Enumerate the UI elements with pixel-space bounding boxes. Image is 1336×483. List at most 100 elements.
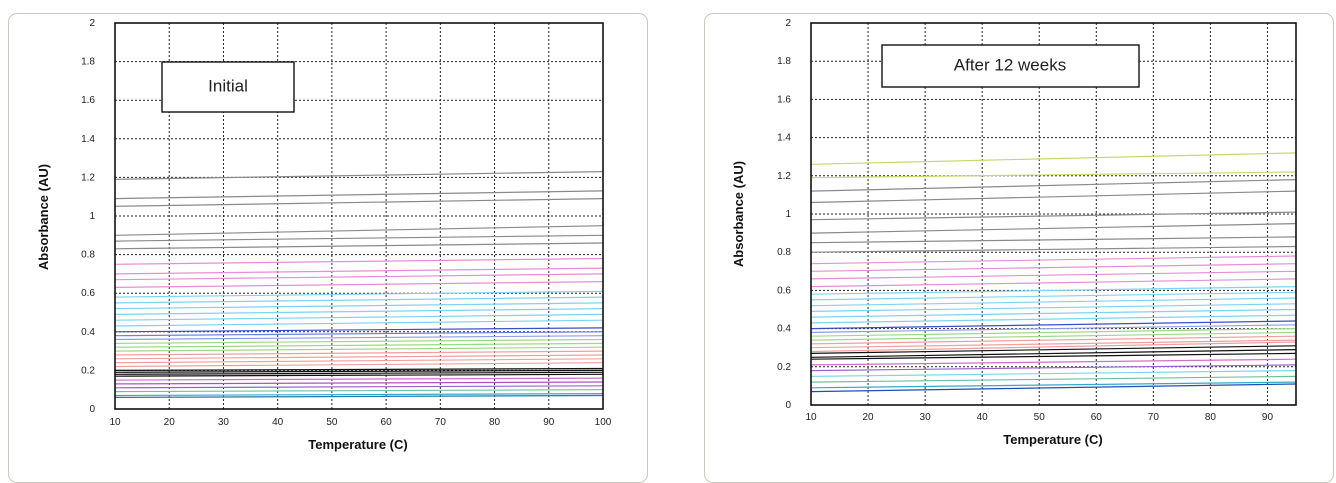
- y-tick-label: 1.8: [777, 56, 791, 67]
- x-tick-label: 60: [381, 417, 393, 428]
- annotation-box: [161, 61, 295, 113]
- x-tick-label: 70: [1148, 412, 1160, 423]
- series-line: [810, 245, 1297, 253]
- series-line: [114, 354, 604, 360]
- y-tick-label: 0.6: [777, 285, 791, 296]
- series-line: [810, 375, 1297, 383]
- x-tick-label: 10: [805, 412, 817, 423]
- series-line: [810, 263, 1297, 272]
- series-line: [810, 314, 1297, 324]
- series-line: [114, 362, 604, 368]
- y-tick-label: 0.8: [81, 250, 95, 261]
- series-line: [114, 308, 604, 315]
- series-line: [114, 242, 604, 250]
- initial-absorbance-chart: 10 20 30 40 50 60 70 80 90 100 0 0.2 0.4 0.6 0.8 1 1.2 1.…: [36, 18, 612, 452]
- y-tick-label: 0.4: [81, 327, 95, 338]
- y-tick-label: 1: [785, 209, 791, 220]
- series-line: [114, 198, 604, 207]
- series-line: [810, 358, 1297, 366]
- x-tick-label: 20: [862, 412, 874, 423]
- series-line: [114, 342, 604, 348]
- series-line: [114, 290, 604, 298]
- x-tick-label: 70: [435, 417, 447, 428]
- x-tick-label: 40: [977, 412, 989, 423]
- series-line: [810, 341, 1297, 353]
- series-line: [810, 291, 1297, 301]
- x-tick-label: 80: [1205, 412, 1217, 423]
- series-line: [114, 389, 604, 393]
- series-line: [810, 152, 1297, 165]
- series-line: [114, 234, 604, 242]
- y-axis-title: Absorbance (AU): [36, 164, 51, 270]
- series-line: [114, 331, 604, 337]
- series-line: [810, 364, 1297, 372]
- y-tick-label: 1.2: [81, 172, 95, 183]
- y-tick-label: 0.4: [777, 324, 791, 335]
- series-line: [114, 296, 604, 304]
- after-12-weeks-absorbance-chart: 10 20 30 40 50 60 70 80 90 0 0.2 0.4 0.6 0.8 1 1.2 1.4 1.…: [731, 18, 1297, 447]
- y-tick-label: 1: [89, 211, 95, 222]
- series-line: [810, 339, 1297, 349]
- y-tick-label: 0: [785, 400, 791, 411]
- x-tick-label: 30: [218, 417, 230, 428]
- series-line: [114, 338, 604, 344]
- series-line: [114, 369, 604, 373]
- annotation-label: After 12 weeks: [954, 55, 1066, 74]
- y-tick-label: 0.6: [81, 288, 95, 299]
- series-line: [114, 302, 604, 310]
- series-line: [114, 371, 604, 375]
- series-line: [114, 225, 604, 236]
- series-line: [114, 394, 604, 398]
- series-line: [810, 190, 1297, 204]
- series-line: [810, 278, 1297, 288]
- y-tick-label: 1.2: [777, 171, 791, 182]
- plot-frame: [810, 22, 1297, 406]
- series-line: [114, 358, 604, 364]
- y-tick-label: 2: [89, 18, 95, 29]
- series-line: [114, 267, 604, 275]
- x-tick-label: 50: [326, 417, 338, 428]
- y-tick-label: 1.4: [81, 134, 95, 145]
- y-tick-label: 1.6: [81, 95, 95, 106]
- series-line: [114, 171, 604, 180]
- series-line: [114, 190, 604, 200]
- series-line: [810, 352, 1297, 360]
- y-tick-label: 1.8: [81, 57, 95, 68]
- y-tick-label: 0.2: [777, 362, 791, 373]
- series-line: [810, 308, 1297, 318]
- series-line: [114, 273, 604, 281]
- x-tick-label: 100: [595, 417, 612, 428]
- series-line: [114, 313, 604, 321]
- series-line: [114, 346, 604, 352]
- series-line: [114, 381, 604, 385]
- series-line: [810, 345, 1297, 354]
- y-tick-label: 0.8: [777, 247, 791, 258]
- x-axis-title: Temperature (C): [1003, 432, 1102, 447]
- series-line: [810, 383, 1297, 393]
- annotation-box: [881, 44, 1140, 88]
- series-line: [114, 281, 604, 288]
- series-line: [114, 367, 604, 371]
- series-line: [114, 319, 604, 327]
- series-line: [810, 236, 1297, 244]
- series-line: [114, 373, 604, 377]
- series-line: [810, 211, 1297, 221]
- series-line: [810, 349, 1297, 358]
- x-tick-label: 20: [164, 417, 176, 428]
- y-tick-label: 0: [89, 404, 95, 415]
- x-axis-title: Temperature (C): [308, 437, 407, 452]
- series-line: [114, 350, 604, 356]
- series-line: [810, 286, 1297, 295]
- series-line: [810, 320, 1297, 330]
- x-tick-label: 60: [1091, 412, 1103, 423]
- series-line: [810, 171, 1297, 179]
- series-line: [810, 335, 1297, 345]
- x-tick-label: 10: [109, 417, 121, 428]
- x-tick-label: 40: [272, 417, 284, 428]
- x-tick-label: 80: [489, 417, 501, 428]
- y-tick-label: 1.4: [777, 133, 791, 144]
- series-line: [810, 328, 1297, 337]
- series-line: [810, 303, 1297, 312]
- x-tick-label: 90: [1262, 412, 1274, 423]
- series-line: [810, 179, 1297, 192]
